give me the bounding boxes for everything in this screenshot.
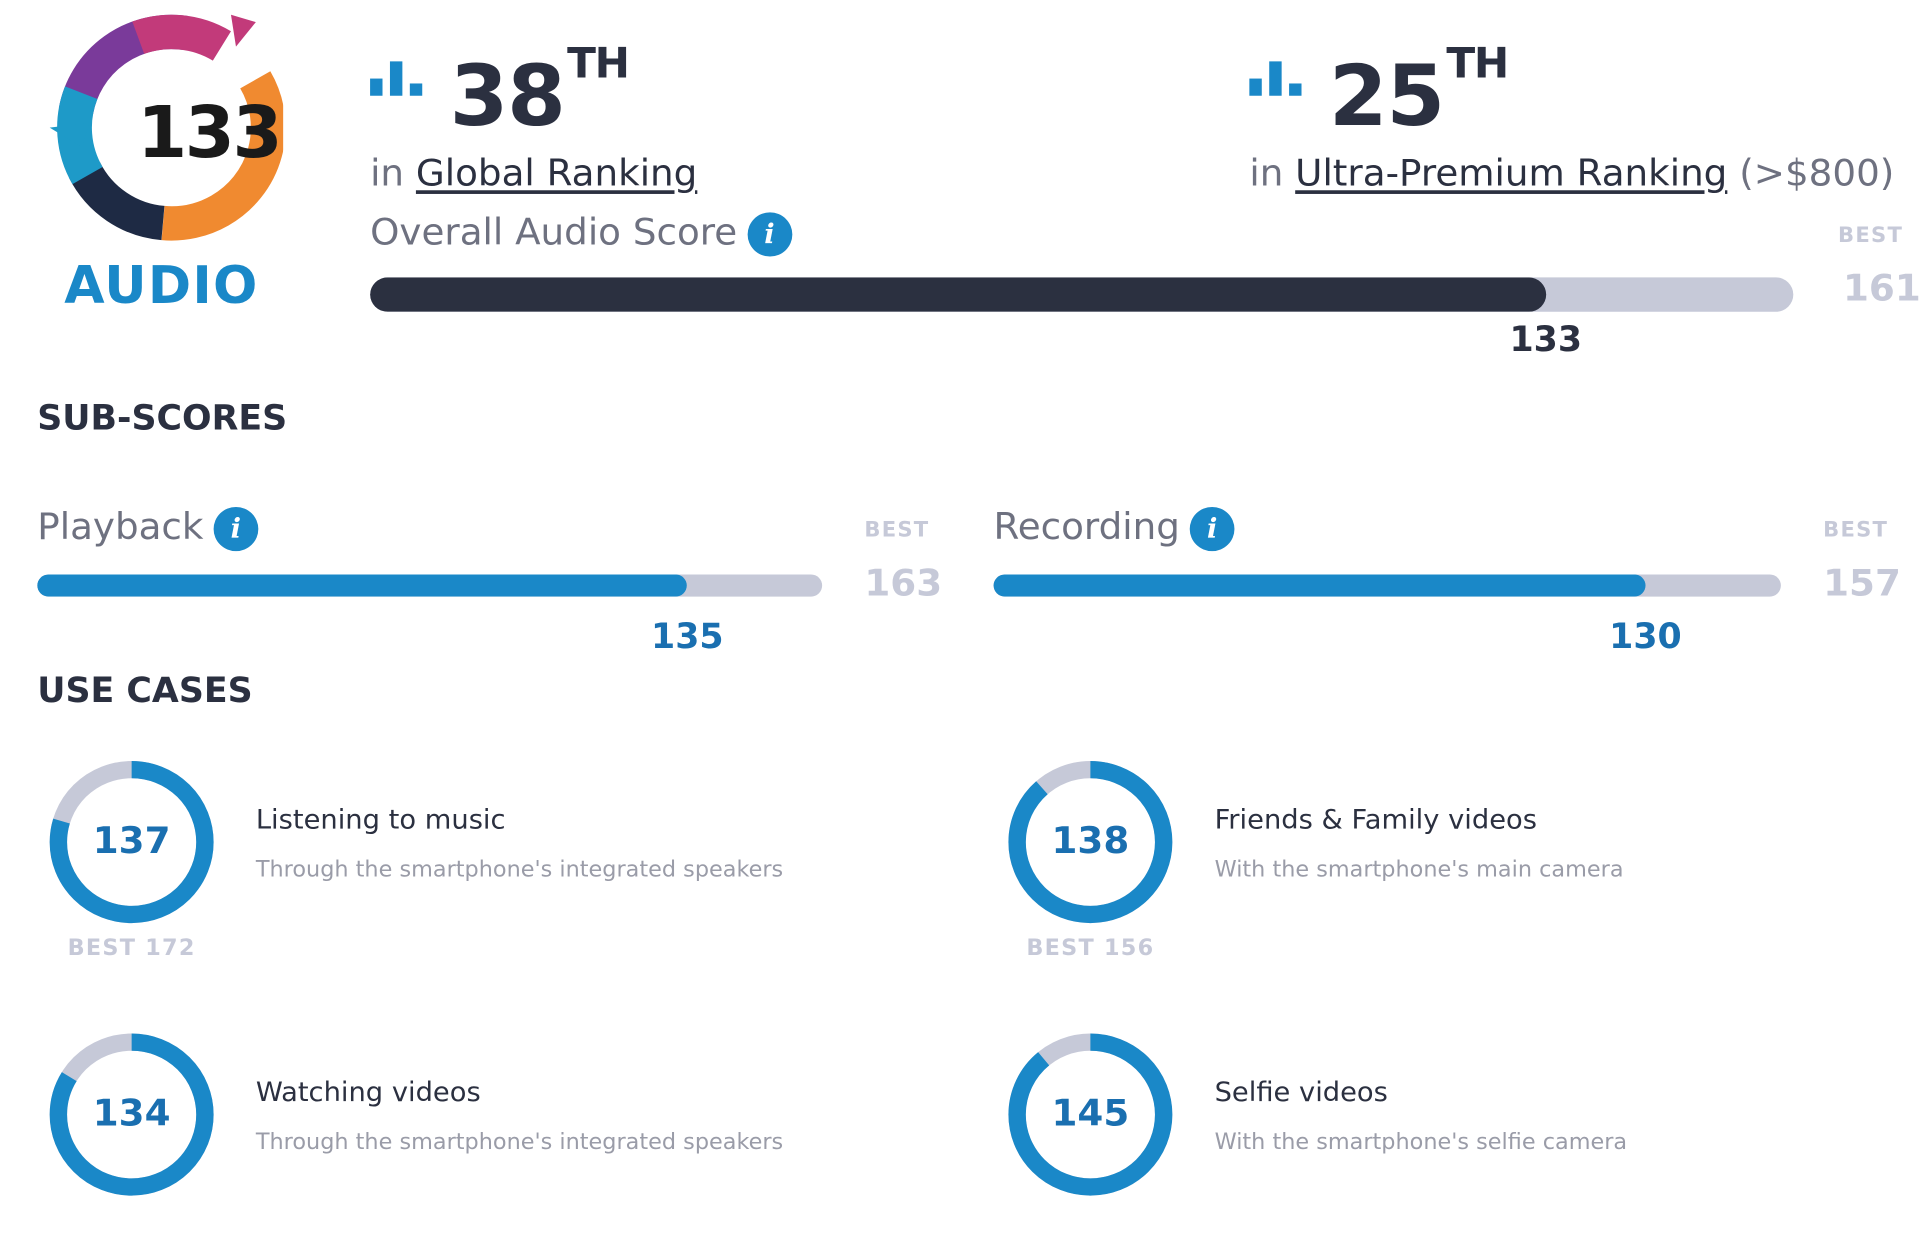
recording-score-value: 130: [1609, 616, 1682, 657]
use-case-card: 137 BEST 172 Listening to music Through …: [40, 759, 835, 980]
use-case-description: With the smartphone's selfie camera: [1214, 1129, 1628, 1156]
playback-score-bar-fill: [37, 574, 688, 597]
segment-rank-caption: in Ultra-Premium Ranking (>$800): [1249, 152, 1895, 196]
recording-score-bar: [993, 574, 1781, 597]
audio-badge-logo: 133: [35, 10, 286, 243]
recording-title: Recording i: [994, 506, 1235, 551]
overall-score-value: 133: [1509, 319, 1583, 360]
global-rank-number: 38TH: [449, 39, 630, 147]
use-case-best: BEST 156: [1026, 935, 1155, 962]
global-rank-caption: in Global Ranking: [370, 152, 698, 196]
use-case-best: BEST 172: [67, 935, 196, 962]
use-case-description: Through the smartphone's integrated spea…: [255, 856, 784, 883]
use-case-score: 134: [92, 1092, 171, 1136]
segment-rank-number: 25TH: [1328, 39, 1509, 147]
overall-score-bar-fill: [370, 277, 1546, 312]
use-case-title: Friends & Family videos: [1214, 805, 1537, 836]
ultra-premium-ranking-link[interactable]: Ultra-Premium Ranking: [1295, 152, 1728, 196]
recording-score-bar-fill: [993, 574, 1646, 597]
playback-score-value: 135: [650, 616, 724, 657]
score-ring: [47, 759, 216, 926]
playback-title: Playback i: [37, 506, 259, 551]
use-case-description: With the smartphone's main camera: [1214, 856, 1624, 883]
audio-badge-label: AUDIO: [64, 255, 259, 316]
info-icon[interactable]: i: [1189, 506, 1235, 551]
info-icon[interactable]: i: [747, 211, 792, 256]
playback-best-label: BEST: [864, 518, 930, 543]
overall-score-title: Overall Audio Score i: [370, 211, 792, 256]
use-case-score: 137: [92, 819, 171, 863]
audio-badge-score: 133: [137, 90, 282, 175]
use-case-description: Through the smartphone's integrated spea…: [255, 1129, 784, 1156]
audio-score-panel: 133 AUDIO 38TH in Global Ranking 25TH in…: [35, 10, 1920, 1196]
use-case-score: 145: [1051, 1092, 1130, 1136]
use-case-card: 134 Watching videos Through the smartpho…: [40, 1031, 835, 1252]
use-case-score: 138: [1051, 819, 1130, 863]
price-segment-note: (>$800): [1739, 152, 1895, 196]
overall-best-label: BEST: [1838, 223, 1904, 248]
audio-badge-ring-icon: [49, 14, 286, 241]
overall-best-value: 161: [1842, 267, 1920, 311]
score-ring: [1006, 759, 1175, 926]
score-ring: [1006, 1031, 1175, 1198]
recording-best-label: BEST: [1823, 518, 1889, 543]
info-icon[interactable]: i: [213, 506, 259, 551]
bar-chart-icon: [1249, 61, 1304, 96]
overall-score-bar: [370, 277, 1794, 312]
score-ring: [47, 1031, 216, 1198]
use-case-title: Listening to music: [255, 805, 506, 836]
use-case-title: Selfie videos: [1214, 1077, 1388, 1109]
bar-chart-icon: [370, 61, 425, 96]
recording-best-value: 157: [1823, 562, 1901, 606]
use-case-card: 138 BEST 156 Friends & Family videos Wit…: [998, 759, 1793, 980]
global-ranking-link[interactable]: Global Ranking: [415, 152, 698, 196]
use-case-card: 145 Selfie videos With the smartphone's …: [998, 1031, 1793, 1252]
use-cases-heading: USE CASES: [37, 670, 253, 711]
playback-score-bar: [37, 574, 823, 597]
playback-best-value: 163: [864, 562, 943, 606]
subscores-heading: SUB-SCORES: [37, 397, 288, 439]
use-case-title: Watching videos: [255, 1077, 481, 1109]
